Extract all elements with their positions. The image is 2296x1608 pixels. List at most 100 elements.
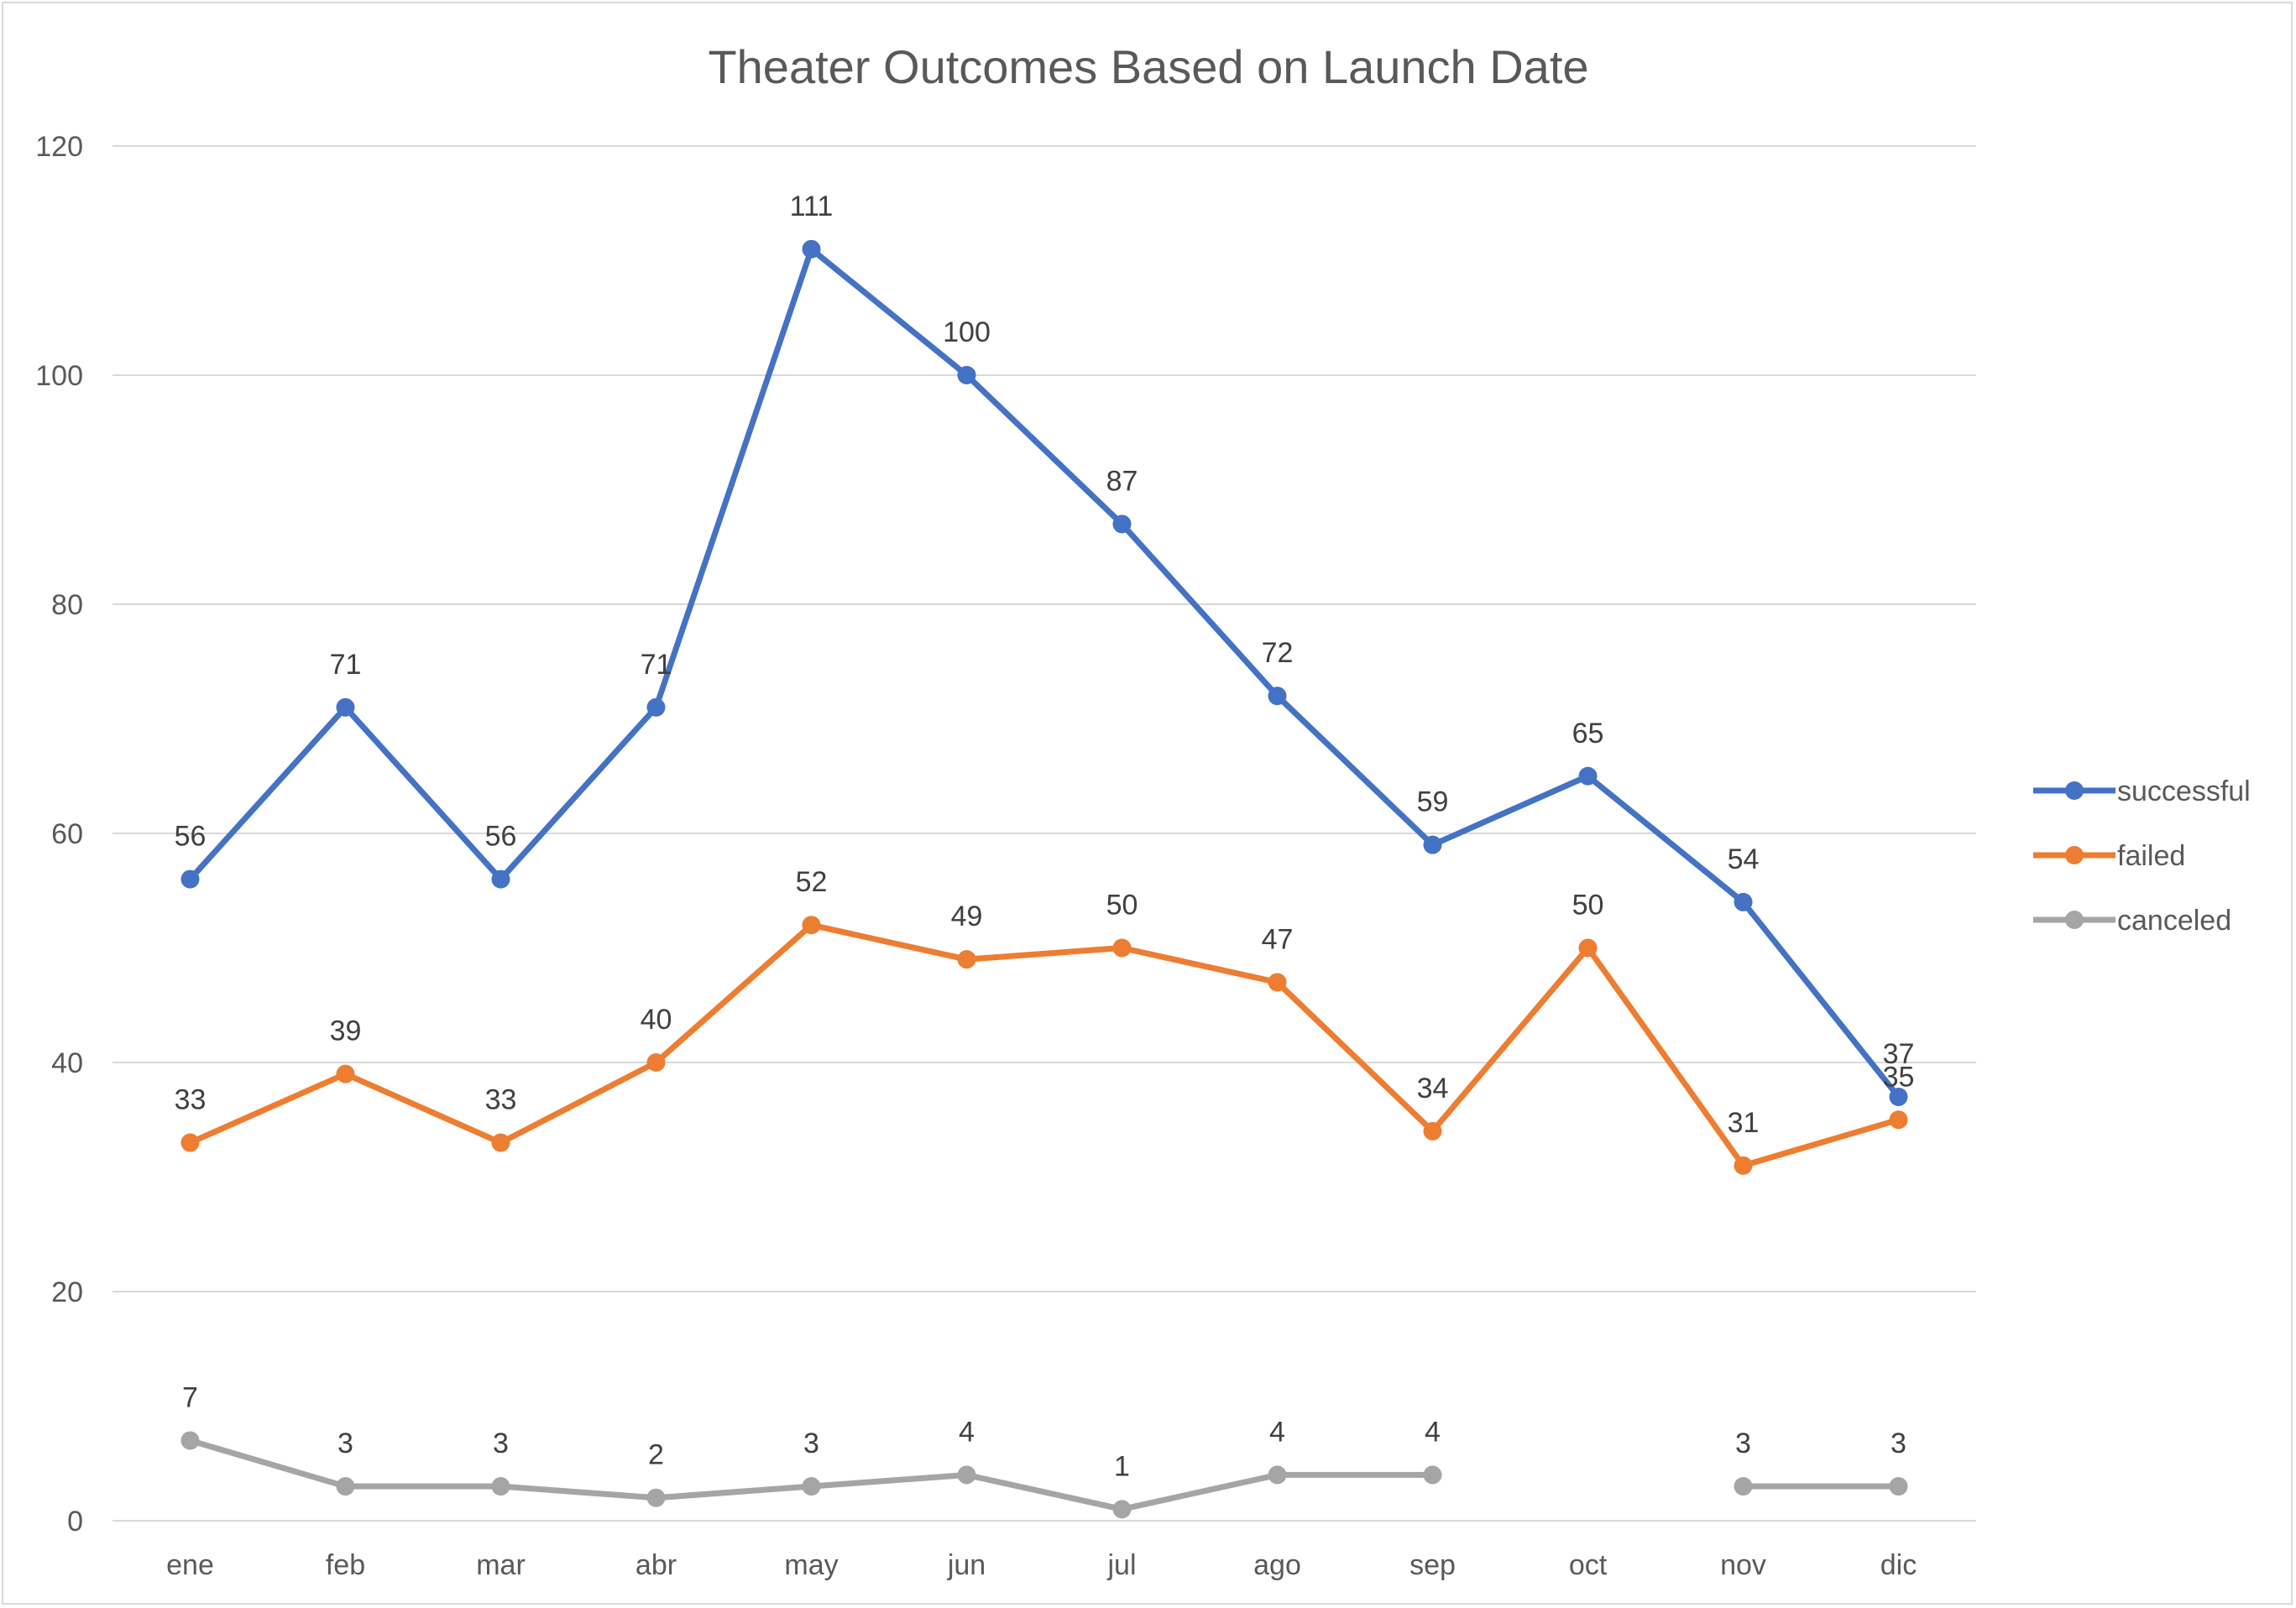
data-point-canceled bbox=[646, 1488, 666, 1507]
data-label-successful: 71 bbox=[641, 649, 672, 681]
x-tick-label: nov bbox=[1720, 1549, 1766, 1581]
y-tick-label: 120 bbox=[35, 131, 83, 163]
data-label-successful: 72 bbox=[1262, 637, 1294, 669]
data-point-canceled bbox=[1423, 1465, 1442, 1485]
data-point-failed bbox=[1578, 938, 1598, 958]
y-tick-label: 100 bbox=[35, 360, 83, 392]
series-line-successful bbox=[187, 246, 1901, 1100]
data-label-canceled: 3 bbox=[337, 1428, 353, 1459]
data-point-successful bbox=[802, 239, 821, 258]
data-label-successful: 65 bbox=[1572, 718, 1604, 749]
legend-label-successful: successful bbox=[2117, 775, 2251, 807]
y-tick-label: 80 bbox=[51, 589, 83, 621]
x-tick-label: jul bbox=[1106, 1549, 1136, 1581]
data-label-canceled: 3 bbox=[493, 1428, 509, 1459]
data-label-failed: 49 bbox=[951, 901, 983, 932]
legend-label-canceled: canceled bbox=[2117, 905, 2231, 937]
data-label-failed: 33 bbox=[485, 1084, 517, 1116]
y-tick-label: 0 bbox=[67, 1506, 83, 1538]
data-label-successful: 59 bbox=[1417, 786, 1449, 818]
data-point-canceled bbox=[1889, 1477, 1908, 1496]
legend-marker-successful bbox=[2065, 781, 2084, 800]
data-point-failed bbox=[491, 1133, 510, 1152]
gridlines bbox=[112, 145, 1976, 1522]
data-point-failed bbox=[1889, 1110, 1908, 1130]
chart-title: Theater Outcomes Based on Launch Date bbox=[708, 40, 1588, 93]
x-tick-label: abr bbox=[635, 1549, 677, 1581]
data-label-successful: 71 bbox=[330, 649, 362, 681]
data-point-successful bbox=[1112, 514, 1132, 534]
legend-item-successful: successful bbox=[2033, 775, 2251, 807]
data-point-successful bbox=[336, 697, 355, 717]
legend-item-failed: failed bbox=[2033, 840, 2185, 872]
legend-label-failed: failed bbox=[2117, 840, 2185, 872]
data-point-canceled bbox=[1734, 1477, 1753, 1496]
data-point-canceled bbox=[180, 1431, 200, 1450]
data-point-failed bbox=[1268, 973, 1287, 992]
data-point-canceled bbox=[1112, 1500, 1132, 1519]
x-tick-label: dic bbox=[1880, 1549, 1917, 1581]
data-label-canceled: 3 bbox=[803, 1428, 819, 1459]
data-point-successful bbox=[1268, 687, 1287, 706]
x-tick-label: mar bbox=[476, 1549, 526, 1581]
data-point-successful bbox=[491, 869, 510, 889]
x-tick-label: sep bbox=[1410, 1549, 1456, 1581]
data-label-failed: 50 bbox=[1106, 890, 1138, 921]
series-layer bbox=[180, 239, 1908, 1519]
data-label-failed: 40 bbox=[641, 1004, 672, 1036]
data-label-successful: 100 bbox=[943, 316, 991, 348]
data-label-successful: 87 bbox=[1106, 465, 1138, 497]
data-point-canceled bbox=[336, 1477, 355, 1496]
data-point-failed bbox=[646, 1053, 666, 1072]
data-point-failed bbox=[957, 950, 976, 969]
line-chart: Theater Outcomes Based on Launch Date 0 2… bbox=[35, 40, 2251, 1581]
data-point-successful bbox=[646, 697, 666, 717]
series-successful bbox=[180, 239, 1908, 1106]
x-tick-label: ago bbox=[1253, 1549, 1301, 1581]
data-label-successful: 56 bbox=[485, 821, 517, 853]
data-point-canceled bbox=[491, 1477, 510, 1496]
data-point-failed bbox=[336, 1064, 355, 1083]
data-label-canceled: 4 bbox=[1269, 1416, 1285, 1448]
x-tick-label: jun bbox=[947, 1549, 986, 1581]
data-point-failed bbox=[802, 916, 821, 935]
data-point-successful bbox=[180, 869, 200, 889]
series-canceled bbox=[180, 1431, 1908, 1519]
data-point-canceled bbox=[957, 1465, 976, 1485]
data-label-failed: 52 bbox=[796, 866, 828, 898]
x-tick-label: feb bbox=[326, 1549, 365, 1581]
data-label-canceled: 1 bbox=[1114, 1450, 1130, 1482]
data-point-failed bbox=[1734, 1156, 1753, 1175]
data-point-successful bbox=[1578, 766, 1598, 786]
legend-item-canceled: canceled bbox=[2033, 905, 2231, 937]
data-label-failed: 39 bbox=[330, 1015, 362, 1047]
data-label-canceled: 3 bbox=[1891, 1428, 1906, 1459]
data-point-successful bbox=[1423, 835, 1442, 854]
data-point-canceled bbox=[802, 1477, 821, 1496]
data-label-canceled: 4 bbox=[959, 1416, 975, 1448]
data-label-successful: 37 bbox=[1883, 1038, 1915, 1070]
data-label-failed: 50 bbox=[1572, 890, 1604, 921]
legend-marker-canceled bbox=[2065, 911, 2084, 929]
data-point-successful bbox=[1734, 892, 1753, 911]
x-axis-ticks: ene feb mar abr may jun jul ago sep oct nov dic bbox=[166, 1549, 1917, 1581]
data-label-canceled: 3 bbox=[1735, 1428, 1751, 1459]
y-axis-ticks: 0 20 40 60 80 100 120 bbox=[35, 131, 83, 1538]
data-label-canceled: 4 bbox=[1425, 1416, 1441, 1448]
data-label-successful: 54 bbox=[1728, 843, 1760, 875]
x-tick-label: oct bbox=[1569, 1549, 1608, 1581]
data-point-successful bbox=[1889, 1087, 1908, 1106]
data-point-failed bbox=[1112, 938, 1132, 958]
legend-marker-failed bbox=[2065, 846, 2084, 864]
data-label-failed: 31 bbox=[1728, 1107, 1760, 1139]
series-failed bbox=[180, 916, 1908, 1175]
data-label-canceled: 7 bbox=[182, 1381, 198, 1413]
data-label-successful: 111 bbox=[790, 191, 834, 222]
y-tick-label: 20 bbox=[51, 1276, 83, 1308]
data-label-failed: 33 bbox=[175, 1084, 207, 1116]
y-tick-label: 60 bbox=[51, 818, 83, 850]
x-tick-label: may bbox=[784, 1549, 838, 1581]
data-point-canceled bbox=[1268, 1465, 1287, 1485]
